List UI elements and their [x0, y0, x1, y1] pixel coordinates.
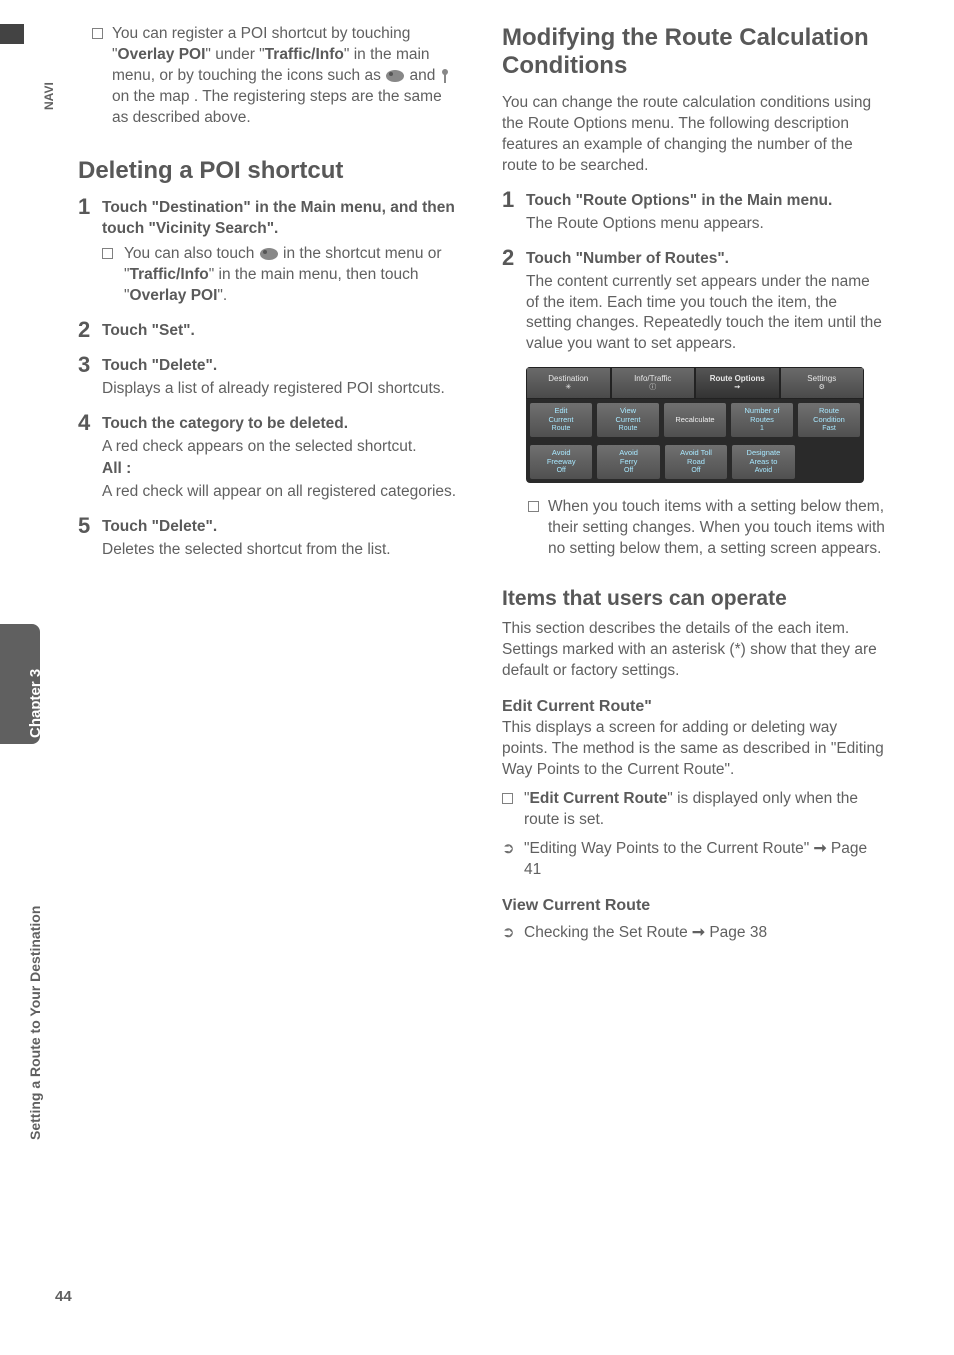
step-body: A red check appears on the selected shor…	[102, 437, 462, 458]
step-title: Touch "Delete".	[102, 356, 462, 377]
text: " under "	[205, 46, 264, 63]
right-column: Modifying the Route Calculation Conditio…	[502, 24, 886, 943]
gear-icon: ⚙	[819, 384, 825, 392]
left-column: You can register a POI shortcut by touch…	[78, 24, 462, 561]
tab-info-traffic[interactable]: Info/Trafficⓘ	[611, 367, 696, 399]
button-row-1: EditCurrentRouteViewCurrentRouteRecalcul…	[526, 399, 864, 441]
poi-icon	[385, 69, 405, 83]
ui-screenshot: Destination✳ Info/Trafficⓘ Route Options…	[526, 367, 864, 483]
text-bold: Traffic/Info	[265, 46, 344, 63]
navi-label: NAVI	[42, 82, 56, 110]
ui-button[interactable]: AvoidFreewayOff	[529, 444, 593, 480]
heading-items: Items that users can operate	[502, 586, 886, 611]
text: Checking the Set Route	[524, 924, 692, 941]
ui-button[interactable]: RouteConditionFast	[797, 402, 861, 438]
text: "Editing Way Points to the Current Route…	[524, 840, 814, 857]
step-body: Displays a list of already registered PO…	[102, 379, 462, 400]
text: Page 38	[705, 924, 767, 941]
intro-bullet: You can register a POI shortcut by touch…	[78, 24, 462, 129]
step-3: 3 Touch "Delete". Displays a list of alr…	[78, 356, 462, 400]
step-number: 5	[78, 513, 90, 539]
step-1: 1 Touch "Route Options" in the Main menu…	[502, 191, 886, 235]
tab-settings[interactable]: Settings⚙	[780, 367, 865, 399]
items-intro: This section describes the details of th…	[502, 619, 886, 682]
link-checking-set-route: Checking the Set Route ➞ Page 38	[502, 923, 886, 944]
page-number: 44	[55, 1288, 72, 1305]
poi-icon	[259, 247, 279, 261]
tab-destination[interactable]: Destination✳	[526, 367, 611, 399]
chapter-label: Chapter 3	[27, 669, 44, 738]
step-title: Touch "Number of Routes".	[526, 249, 886, 270]
info-icon: ⓘ	[649, 384, 656, 392]
text: When you touch items with a setting belo…	[548, 498, 885, 557]
ui-button[interactable]: DesignateAreas toAvoid	[731, 444, 795, 480]
step-body: The Route Options menu appears.	[526, 214, 886, 235]
step-all-label: All :	[102, 459, 462, 480]
step-title: Touch "Delete".	[102, 517, 462, 538]
edit-route-body: This displays a screen for adding or del…	[502, 718, 886, 781]
tab-row: Destination✳ Info/Trafficⓘ Route Options…	[526, 367, 864, 399]
ui-button	[799, 444, 861, 480]
text: on the map . The registering steps are t…	[112, 88, 442, 126]
sidebar-marker	[0, 24, 24, 44]
arrow-icon: ➞	[814, 839, 827, 860]
step-1: 1 Touch "Destination" in the Main menu, …	[78, 198, 462, 307]
heading-view-current-route: View Current Route	[502, 897, 886, 915]
step-number: 1	[78, 194, 90, 220]
link-editing-waypoints: "Editing Way Points to the Current Route…	[502, 839, 886, 881]
tab-route-options[interactable]: Route Options➙	[695, 367, 780, 399]
step-body: Deletes the selected shortcut from the l…	[102, 540, 462, 561]
step-2: 2 Touch "Number of Routes". The content …	[502, 249, 886, 356]
bullet-icon	[92, 28, 103, 39]
route-icon: ➙	[734, 384, 740, 392]
text-bold: Overlay POI	[130, 287, 218, 304]
after-shot-bullet: When you touch items with a setting belo…	[502, 497, 886, 560]
text-bold: Edit Current Route	[530, 790, 668, 807]
intro-text: You can change the route calculation con…	[502, 93, 886, 177]
step-number: 4	[78, 410, 90, 436]
ui-button[interactable]: AvoidFerryOff	[596, 444, 660, 480]
compass-icon: ✳	[565, 384, 571, 392]
ui-button[interactable]: Recalculate	[663, 402, 727, 438]
ui-button[interactable]: Avoid TollRoadOff	[664, 444, 728, 480]
ui-button[interactable]: EditCurrentRoute	[529, 402, 593, 438]
heading-edit-current-route: Edit Current Route"	[502, 698, 886, 716]
arrow-icon: ➞	[692, 923, 705, 944]
step-title: Touch "Set".	[102, 321, 462, 342]
bullet-icon	[502, 793, 513, 804]
step-number: 1	[502, 187, 514, 213]
button-row-2: AvoidFreewayOffAvoidFerryOffAvoid TollRo…	[526, 441, 864, 483]
ui-button[interactable]: Number ofRoutes1	[730, 402, 794, 438]
step-title: Touch the category to be deleted.	[102, 414, 462, 435]
bullet-icon	[102, 248, 113, 259]
step-body: The content currently set appears under …	[526, 272, 886, 356]
step-2: 2 Touch "Set".	[78, 321, 462, 342]
text-bold: Overlay POI	[118, 46, 206, 63]
pin-icon	[440, 68, 450, 84]
step-title: Touch "Route Options" in the Main menu.	[526, 191, 886, 212]
step-title: Touch "Destination" in the Main menu, an…	[102, 198, 462, 240]
text-bold: Traffic/Info	[130, 266, 209, 283]
step-sub-bullet: You can also touch in the shortcut menu …	[102, 244, 462, 307]
section-label: Setting a Route to Your Destination	[27, 906, 43, 1140]
text: You can also touch	[124, 245, 259, 262]
text: and	[409, 67, 439, 84]
edit-route-bullet: "Edit Current Route" is displayed only w…	[502, 789, 886, 831]
heading-delete-poi: Deleting a POI shortcut	[78, 157, 462, 185]
bullet-icon	[528, 501, 539, 512]
text: ".	[217, 287, 227, 304]
page-content: You can register a POI shortcut by touch…	[78, 24, 913, 943]
step-4: 4 Touch the category to be deleted. A re…	[78, 414, 462, 504]
step-number: 2	[78, 317, 90, 343]
step-5: 5 Touch "Delete". Deletes the selected s…	[78, 517, 462, 561]
step-body: A red check will appear on all registere…	[102, 482, 462, 503]
ui-button[interactable]: ViewCurrentRoute	[596, 402, 660, 438]
step-number: 3	[78, 352, 90, 378]
sidebar: NAVI Chapter 3 Setting a Route to Your D…	[0, 0, 55, 1355]
step-number: 2	[502, 245, 514, 271]
heading-modify-route: Modifying the Route Calculation Conditio…	[502, 24, 886, 79]
